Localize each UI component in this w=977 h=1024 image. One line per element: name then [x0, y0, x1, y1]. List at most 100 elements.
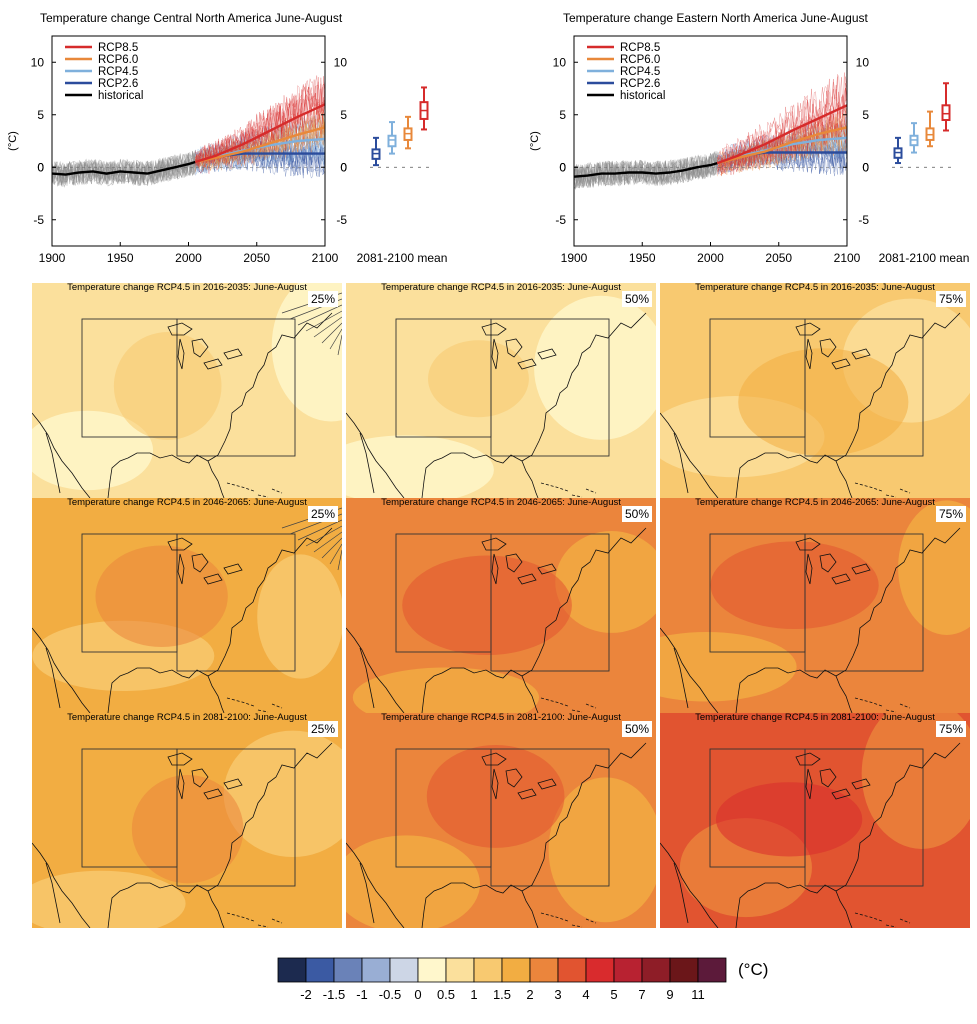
great-lake	[851, 348, 871, 360]
map-contour-region	[32, 870, 186, 928]
colorbar: -2 -1.5 -1 -0.5 0 0.5 1 1.5 2 3 4 5 7 9 11	[277, 957, 727, 1002]
island	[854, 912, 883, 922]
y-tick-label-right: -5	[336, 213, 347, 227]
island	[257, 709, 269, 713]
x-tick-label: 2050	[765, 251, 792, 265]
island	[540, 912, 569, 922]
percentile-label: 25%	[307, 721, 338, 737]
map-contour-region	[715, 782, 863, 857]
timeseries-eastern-north-america: 1900 1950 2000 2050 2100-5 -50 05 510 100 0(°C)RC…	[529, 35, 969, 265]
y-tick-label-right: 10	[856, 55, 870, 69]
map-contour-region	[257, 554, 342, 679]
coastline	[673, 647, 689, 709]
coastline	[673, 432, 689, 494]
x-tick-label: 1900	[561, 251, 588, 265]
x-tick-label: 2000	[697, 251, 724, 265]
colorbar-swatch	[501, 957, 531, 983]
map-title: Temperature change RCP4.5 in 2016-2035: …	[67, 283, 307, 293]
colorbar-tick-label: 7	[638, 987, 645, 1002]
x-tick-label: 2100	[312, 251, 339, 265]
great-lake	[177, 338, 185, 370]
colorbar-tick-label: 1	[470, 987, 477, 1002]
island	[899, 703, 911, 709]
coastline	[107, 527, 333, 713]
coastline	[359, 432, 375, 494]
map-title: Temperature change RCP4.5 in 2046-2065: …	[695, 498, 935, 508]
boxplot-rcp85	[419, 86, 429, 131]
x-tick-label: 2000	[175, 251, 202, 265]
timeseries-central-north-america: 1900 1950 2000 2050 2100-5 -50 05 510 100 0(°C)RC…	[7, 35, 447, 265]
colorbar-swatch	[417, 957, 447, 983]
y-tick-label-left: 0	[37, 160, 44, 174]
significance-hatching	[313, 316, 342, 338]
boxplot-rcp45	[387, 121, 397, 155]
boxplot-rcp26	[893, 136, 903, 165]
boxplot-rcp85	[941, 82, 951, 132]
colorbar-swatch	[557, 957, 587, 983]
coastline	[207, 890, 225, 928]
map-title: Temperature change RCP4.5 in 2081-2100: …	[381, 713, 621, 723]
great-lake	[831, 573, 851, 585]
colorbar-tick-label: 0.5	[437, 987, 455, 1002]
region-box-eastern	[804, 748, 924, 887]
region-box-eastern	[176, 533, 296, 672]
percentile-label: 25%	[307, 291, 338, 307]
significance-hatching	[329, 328, 342, 350]
series-line-rcp85	[716, 104, 848, 165]
coastline	[32, 842, 91, 928]
significance-hatching	[337, 334, 342, 356]
great-lake	[481, 537, 507, 551]
y-tick-label-right: 5	[340, 108, 347, 122]
coastline	[735, 527, 961, 713]
great-lake	[819, 553, 837, 573]
series-line-rcp60	[195, 126, 326, 164]
island	[585, 918, 597, 924]
colorbar-swatch	[697, 957, 727, 983]
coastline	[207, 460, 225, 498]
map-contour-region	[131, 775, 244, 884]
y-tick-label-left: -5	[555, 213, 566, 227]
colorbar-tick-label: 3	[554, 987, 561, 1002]
coastline	[45, 647, 61, 709]
map-contour-region	[428, 340, 529, 418]
great-lake	[851, 778, 871, 790]
coastline	[32, 627, 91, 713]
coastline	[346, 842, 405, 928]
coastline	[835, 675, 853, 713]
x-tick-label: 1900	[39, 251, 66, 265]
map-field	[32, 283, 342, 498]
coastline	[107, 742, 333, 928]
y-tick-label-right: 5	[862, 108, 869, 122]
map-panel: Temperature change RCP4.5 in 2016-2035: …	[346, 283, 656, 498]
coastline	[660, 842, 719, 928]
great-lake	[851, 563, 871, 575]
percentile-label: 50%	[621, 721, 652, 737]
x-tick-label: 2050	[243, 251, 270, 265]
map-panel: Temperature change RCP4.5 in 2081-2100: …	[660, 713, 970, 928]
map-contour-region	[402, 555, 572, 656]
map-field	[346, 283, 656, 498]
colorbar-tick-label: -1.5	[323, 987, 345, 1002]
island	[885, 924, 897, 928]
ts-title-eastern: Temperature change Eastern North America…	[563, 11, 868, 25]
significance-hatching	[321, 322, 342, 344]
legend-label: RCP8.5	[620, 42, 660, 54]
y-tick-label-left: 0	[37, 160, 44, 174]
map-panel: Temperature change RCP4.5 in 2046-2065: …	[660, 498, 970, 713]
y-tick-label-left: 5	[37, 108, 44, 122]
great-lake	[537, 348, 557, 360]
map-contour-region	[534, 295, 656, 440]
coastline	[521, 460, 539, 498]
map-contour-region	[95, 545, 228, 648]
map-panel: Temperature change RCP4.5 in 2046-2065: …	[32, 498, 342, 713]
great-lake	[517, 788, 537, 800]
colorbar-tick-label: 0	[414, 987, 421, 1002]
boxplot-rcp60	[925, 110, 935, 148]
colorbar-tick-label: 2	[526, 987, 533, 1002]
region-box-eastern	[490, 318, 610, 457]
great-lake	[517, 573, 537, 585]
great-lake	[223, 348, 243, 360]
great-lake	[537, 778, 557, 790]
map-field	[32, 713, 342, 928]
colorbar-tick-label: -2	[300, 987, 312, 1002]
